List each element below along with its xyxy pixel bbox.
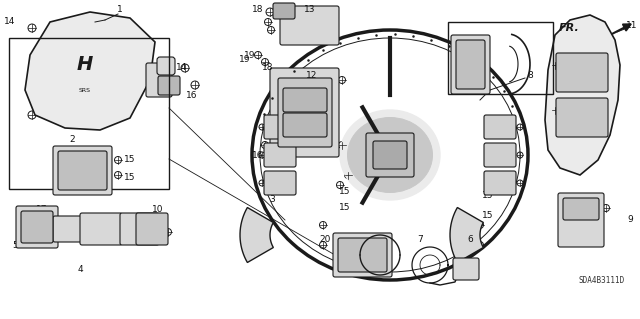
FancyBboxPatch shape [273,3,295,19]
Text: 19: 19 [239,56,251,64]
Text: H: H [77,56,93,75]
FancyBboxPatch shape [264,143,296,167]
FancyBboxPatch shape [283,113,327,137]
Text: 3: 3 [269,196,275,204]
FancyBboxPatch shape [563,198,599,220]
Text: 15: 15 [483,211,493,219]
FancyBboxPatch shape [451,35,490,94]
Text: 19: 19 [244,50,256,60]
Text: 14: 14 [4,18,16,26]
Text: 15: 15 [483,190,493,199]
FancyBboxPatch shape [556,98,608,137]
FancyBboxPatch shape [53,146,112,195]
Text: 11: 11 [627,20,637,29]
Text: 18: 18 [262,63,274,72]
FancyBboxPatch shape [146,63,172,97]
Text: 14: 14 [176,63,188,72]
Text: 2: 2 [69,136,75,145]
Text: 4: 4 [77,265,83,275]
Ellipse shape [340,110,440,200]
FancyBboxPatch shape [484,115,516,139]
FancyBboxPatch shape [283,88,327,112]
FancyBboxPatch shape [366,133,414,177]
Ellipse shape [348,117,433,192]
FancyBboxPatch shape [16,206,58,248]
FancyBboxPatch shape [338,238,387,272]
FancyBboxPatch shape [333,233,392,277]
Text: 9: 9 [627,216,633,225]
Text: 10: 10 [152,205,164,214]
Text: 1: 1 [117,5,123,14]
FancyBboxPatch shape [80,213,122,245]
FancyBboxPatch shape [21,211,53,243]
Text: 15: 15 [124,174,136,182]
Text: 17: 17 [36,231,48,240]
Text: 15: 15 [339,204,351,212]
Text: 8: 8 [527,70,533,79]
Polygon shape [545,15,620,175]
FancyBboxPatch shape [53,216,82,242]
Bar [448,22,553,94]
Text: SRS: SRS [79,87,91,93]
Text: 17: 17 [152,226,164,234]
FancyBboxPatch shape [278,78,332,147]
FancyBboxPatch shape [373,141,407,169]
Text: 5: 5 [12,241,18,249]
Text: SDA4B3111D: SDA4B3111D [579,276,625,285]
FancyBboxPatch shape [280,6,339,45]
FancyBboxPatch shape [136,213,168,245]
Text: 13: 13 [304,5,316,14]
FancyBboxPatch shape [58,151,107,190]
FancyBboxPatch shape [264,115,296,139]
Text: 7: 7 [417,235,423,244]
Text: FR.: FR. [559,23,580,33]
Polygon shape [25,12,155,130]
Text: 15: 15 [124,155,136,165]
Text: 18: 18 [252,5,264,14]
Text: 6: 6 [467,235,473,244]
FancyBboxPatch shape [120,213,159,245]
Polygon shape [450,207,483,263]
Bar [9,38,169,189]
Text: 15: 15 [339,188,351,197]
FancyBboxPatch shape [456,40,485,89]
FancyBboxPatch shape [484,143,516,167]
Text: 16: 16 [186,91,198,100]
FancyBboxPatch shape [264,171,296,195]
FancyBboxPatch shape [556,53,608,92]
FancyBboxPatch shape [453,258,479,280]
FancyBboxPatch shape [484,171,516,195]
Polygon shape [240,207,273,263]
FancyBboxPatch shape [558,193,604,247]
FancyBboxPatch shape [157,57,175,75]
Text: 20: 20 [319,235,331,244]
Text: 17: 17 [36,205,48,214]
Text: 16: 16 [252,151,264,160]
FancyBboxPatch shape [158,76,180,95]
FancyBboxPatch shape [270,68,339,157]
Text: 12: 12 [307,70,317,79]
